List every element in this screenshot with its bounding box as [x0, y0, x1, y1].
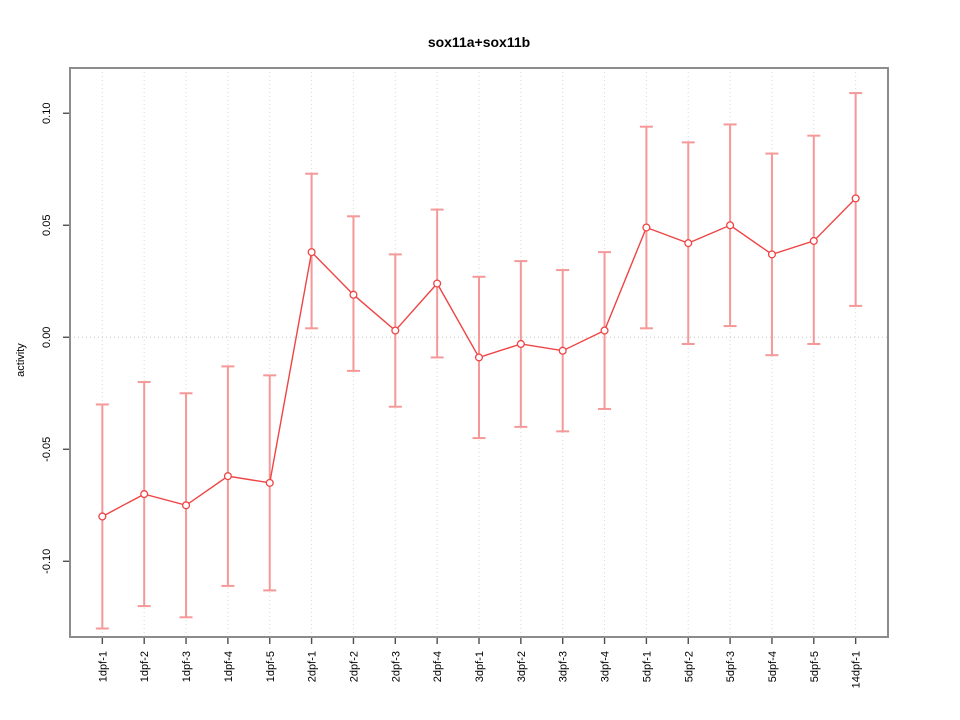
y-tick-label: 0.10: [41, 103, 53, 124]
x-tick-label: 5dpf-3: [725, 651, 737, 682]
data-point-marker: [642, 223, 651, 232]
y-tick-label: -0.05: [41, 437, 53, 462]
data-point-marker: [558, 346, 567, 355]
plot-box-layer: [69, 67, 889, 638]
data-point-marker: [767, 250, 776, 259]
x-tick-label: 5dpf-5: [809, 651, 821, 682]
data-point-marker: [684, 239, 693, 248]
x-tick-label: 2dpf-1: [307, 651, 319, 682]
x-tick-label: 1dpf-3: [181, 651, 193, 682]
y-axis-label: activity: [15, 343, 27, 377]
data-point-marker: [98, 512, 107, 521]
axis-layer: 0.10 0.05 0.00 -0.05 -0.10 1dpf-1 1dpf-2 1dpf-3…: [41, 103, 863, 689]
data-point-marker: [223, 472, 232, 481]
data-point-marker: [182, 501, 191, 510]
x-tick-label: 5dpf-1: [641, 651, 653, 682]
x-tick-label: 1dpf-5: [265, 651, 277, 682]
data-point-marker: [726, 221, 735, 230]
x-tick-label: 2dpf-2: [348, 651, 360, 682]
x-tick-label: 3dpf-4: [600, 651, 612, 682]
x-tick-label: 2dpf-4: [432, 651, 444, 682]
data-point-marker: [307, 248, 316, 257]
x-tick-label: 5dpf-4: [767, 651, 779, 682]
data-point-marker: [140, 490, 149, 499]
data-point-marker: [349, 290, 358, 299]
data-point-marker: [391, 326, 400, 335]
x-tick-label: 2dpf-3: [390, 651, 402, 682]
data-point-marker: [809, 236, 818, 245]
y-tick-label: 0.05: [41, 215, 53, 236]
x-tick-label: 3dpf-1: [474, 651, 486, 682]
x-tick-label: 5dpf-2: [683, 651, 695, 682]
data-point-marker: [433, 279, 442, 288]
data-point-marker: [516, 339, 525, 349]
y-tick-label: -0.10: [41, 549, 53, 574]
data-point-marker: [600, 326, 609, 335]
data-point-marker: [474, 353, 484, 362]
y-tick-label: 0.00: [41, 327, 53, 348]
data-layer: [95, 92, 863, 630]
x-tick-label: 3dpf-3: [558, 651, 570, 682]
x-tick-label: 1dpf-2: [139, 651, 151, 682]
data-point-marker: [265, 478, 274, 487]
x-tick-label: 1dpf-1: [97, 651, 109, 682]
x-tick-label: 1dpf-4: [223, 651, 235, 682]
x-tick-label: 14dpf-1: [851, 651, 863, 688]
data-point-marker: [851, 194, 860, 203]
x-tick-label: 3dpf-2: [516, 651, 528, 682]
chart-title: sox11a+sox11b: [428, 34, 530, 50]
plot-border: [69, 67, 889, 638]
